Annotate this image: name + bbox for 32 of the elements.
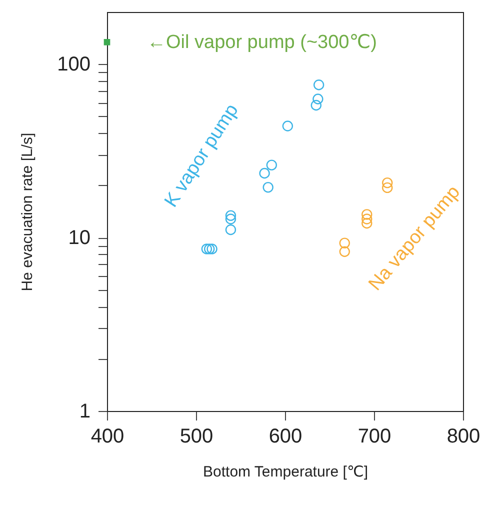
point — [204, 244, 215, 254]
x-axis-title: Bottom Temperature [℃] — [203, 464, 368, 480]
point — [362, 209, 372, 220]
y-tick-label: 10 — [68, 227, 90, 250]
point — [362, 214, 372, 224]
point — [225, 214, 236, 224]
y-tick-label: 1 — [79, 400, 90, 422]
x-tick-label: 700 — [358, 426, 392, 448]
point — [266, 160, 277, 170]
point — [382, 177, 393, 188]
point — [282, 120, 294, 132]
point — [262, 182, 274, 193]
point — [206, 244, 218, 254]
point — [201, 244, 212, 254]
point — [312, 94, 324, 104]
point — [310, 100, 322, 111]
y-tick-label: 100 — [57, 54, 90, 76]
point — [339, 246, 350, 257]
y-axis-title: He evacuation rate [L/s] — [19, 132, 36, 292]
point — [382, 182, 393, 194]
x-tick-label: 800 — [446, 426, 480, 448]
point — [104, 38, 110, 46]
point — [259, 168, 270, 179]
point — [362, 218, 372, 229]
point — [339, 238, 350, 248]
point — [313, 80, 324, 90]
x-tick-label: 500 — [180, 426, 214, 448]
x-tick-label: 600 — [268, 426, 302, 448]
x-tick-label: 400 — [90, 426, 124, 448]
annotation: ←Oil vapor pump (~300℃) — [147, 32, 377, 54]
point — [225, 224, 236, 236]
point — [225, 210, 236, 221]
